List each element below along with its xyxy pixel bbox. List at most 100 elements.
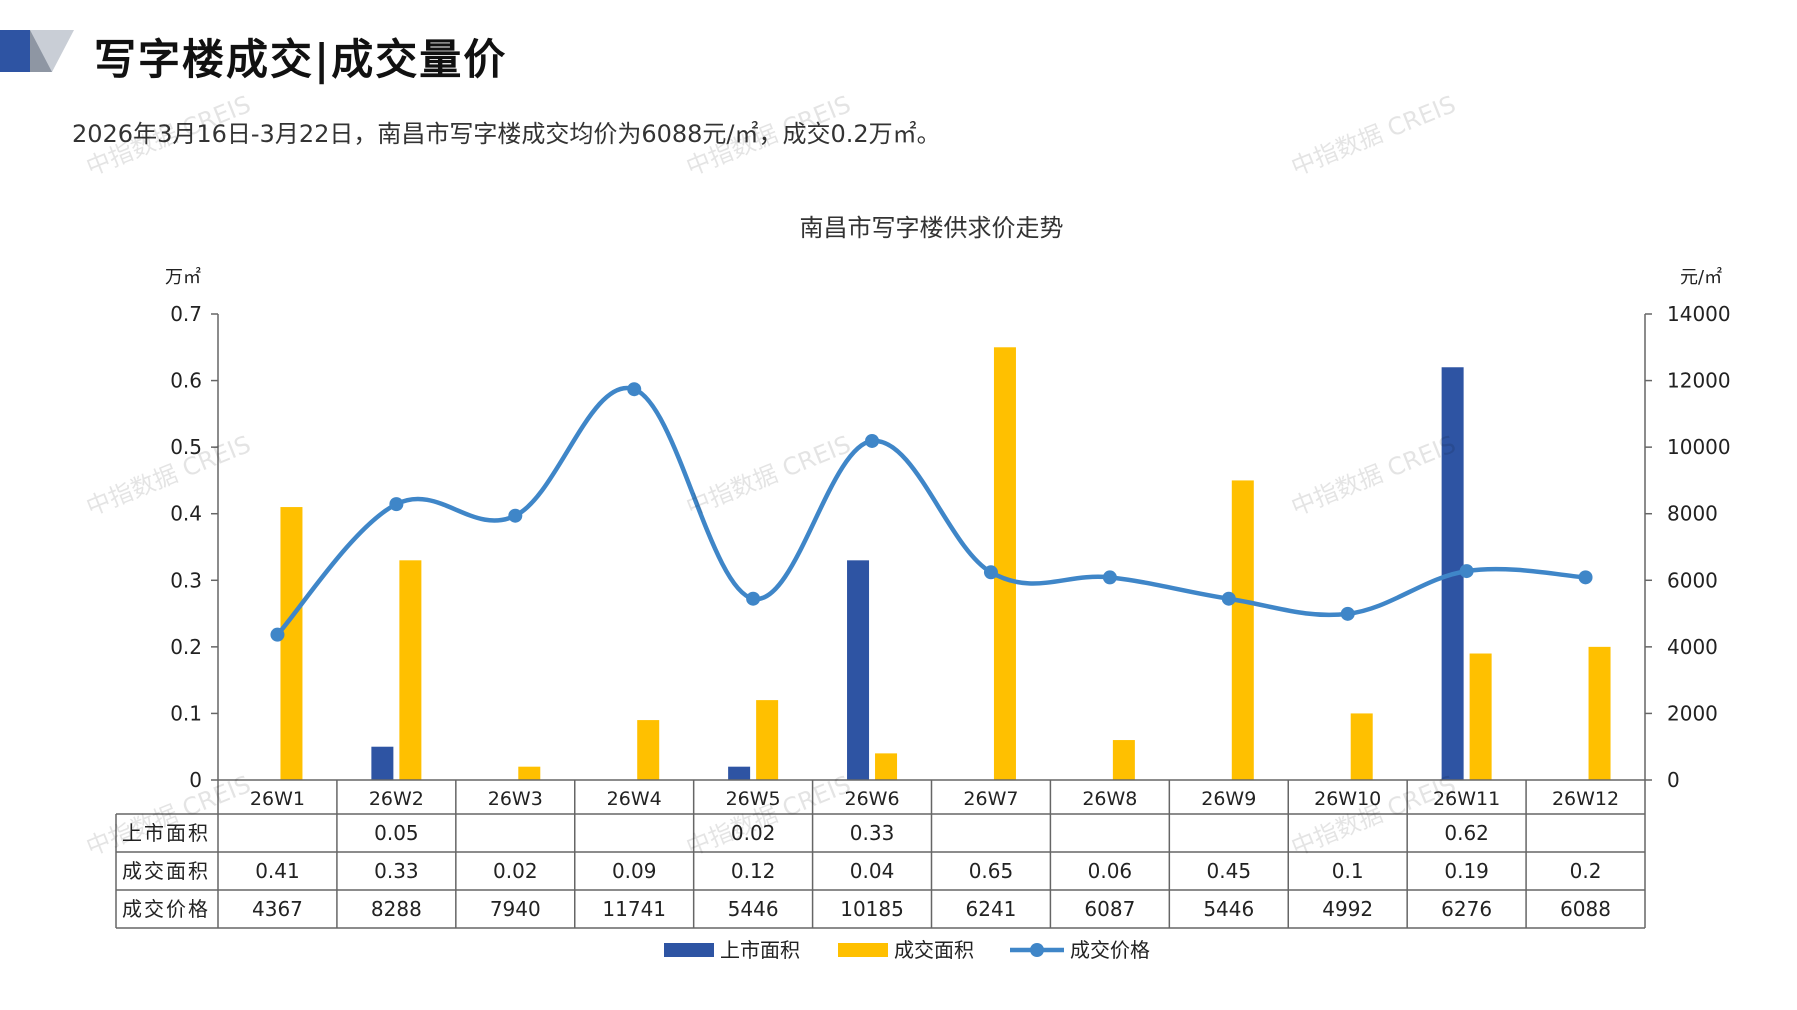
sold-area-bar <box>1350 713 1373 780</box>
table-data-label: 11741 <box>602 897 666 921</box>
sold-area-bar <box>875 753 898 780</box>
table-data-label: 0.06 <box>1088 859 1133 883</box>
listed-area-bar <box>728 766 751 780</box>
table-data-label: 5446 <box>728 897 779 921</box>
legend-label-price: 成交价格 <box>1070 938 1150 962</box>
legend-swatch-listed <box>664 943 714 957</box>
y-right-tick-label: 10000 <box>1667 435 1731 459</box>
listed-area-bar <box>847 560 870 780</box>
page-title: 写字楼成交|成交量价 <box>94 35 508 84</box>
price-line <box>275 385 1586 637</box>
table-data-label: 0.09 <box>612 859 657 883</box>
brand-logo-icon <box>0 30 74 72</box>
y-left-tick-label: 0.6 <box>170 369 202 393</box>
sold-area-bar <box>993 347 1016 780</box>
x-tick-label: 26W7 <box>963 788 1018 810</box>
listed-area-bar <box>371 746 394 780</box>
y-left-tick-label: 0.3 <box>170 568 202 592</box>
table-data-label: 0.65 <box>969 859 1014 883</box>
price-point <box>865 433 880 448</box>
x-tick-label: 26W5 <box>726 788 781 810</box>
price-point <box>1221 591 1236 606</box>
table-data-label: 0.04 <box>850 859 895 883</box>
y-right-tick-label: 12000 <box>1667 369 1731 393</box>
table-data-label: 5446 <box>1203 897 1254 921</box>
y-left-tick-label: 0 <box>189 768 202 792</box>
table-data-label: 4367 <box>252 897 303 921</box>
y-left-tick-label: 0.4 <box>170 502 202 526</box>
legend-swatch-sold <box>838 943 888 957</box>
x-tick-label: 26W1 <box>250 788 305 810</box>
y-left-axis-label: 万㎡ <box>165 266 201 288</box>
x-tick-label: 26W3 <box>488 788 543 810</box>
table-data-label: 0.62 <box>1444 821 1489 845</box>
x-tick-label: 26W6 <box>845 788 900 810</box>
x-tick-label: 26W8 <box>1082 788 1137 810</box>
y-right-tick-label: 4000 <box>1667 635 1718 659</box>
legend-swatch-price-marker <box>1030 943 1044 957</box>
table-series-name: 成交价格 <box>122 897 210 921</box>
price-point <box>746 591 761 606</box>
y-left-tick-label: 0.5 <box>170 435 202 459</box>
table-data-label: 0.45 <box>1207 859 1252 883</box>
y-right-tick-label: 6000 <box>1667 568 1718 592</box>
table-data-label: 0.2 <box>1570 859 1602 883</box>
table-data-label: 7940 <box>490 897 541 921</box>
y-right-tick-label: 14000 <box>1667 302 1731 326</box>
sold-area-bar <box>1469 653 1492 780</box>
legend-label-sold: 成交面积 <box>894 938 974 962</box>
sold-area-bar <box>1112 740 1135 780</box>
price-point <box>389 497 404 512</box>
price-point <box>983 565 998 580</box>
table-data-label: 0.41 <box>255 859 300 883</box>
sold-area-bar <box>756 700 779 780</box>
price-point <box>1459 564 1474 579</box>
x-tick-label: 26W11 <box>1433 788 1500 810</box>
table-data-label: 0.33 <box>850 821 895 845</box>
table-data-label: 6087 <box>1084 897 1135 921</box>
y-right-tick-label: 0 <box>1667 768 1680 792</box>
page-header: 写字楼成交|成交量价 <box>0 0 1797 110</box>
table-data-label: 6276 <box>1441 897 1492 921</box>
x-tick-label: 26W10 <box>1314 788 1381 810</box>
table-series-name: 上市面积 <box>122 821 210 845</box>
sold-area-bar <box>280 507 303 780</box>
page-subtitle: 2026年3月16日-3月22日，南昌市写字楼成交均价为6088元/㎡，成交0.… <box>72 120 941 148</box>
y-left-tick-label: 0.7 <box>170 302 202 326</box>
price-point <box>1578 570 1593 585</box>
y-right-tick-label: 2000 <box>1667 701 1718 725</box>
price-point <box>1102 570 1117 585</box>
table-data-label: 0.02 <box>493 859 538 883</box>
y-right-axis-label: 元/㎡ <box>1680 266 1722 288</box>
chart-title: 南昌市写字楼供求价走势 <box>800 214 1064 242</box>
table-data-label: 0.02 <box>731 821 776 845</box>
x-tick-label: 26W4 <box>607 788 662 810</box>
table-data-label: 0.05 <box>374 821 419 845</box>
sold-area-bar <box>399 560 422 780</box>
y-left-tick-label: 0.1 <box>170 701 202 725</box>
table-data-label: 8288 <box>371 897 422 921</box>
price-point <box>1340 606 1355 621</box>
y-right-tick-label: 8000 <box>1667 502 1718 526</box>
table-data-label: 6241 <box>966 897 1017 921</box>
table-data-label: 10185 <box>840 897 904 921</box>
sold-area-bar <box>1588 646 1611 780</box>
y-left-tick-label: 0.2 <box>170 635 202 659</box>
x-tick-label: 26W9 <box>1201 788 1256 810</box>
table-data-label: 0.19 <box>1444 859 1489 883</box>
x-tick-label: 26W2 <box>369 788 424 810</box>
table-data-label: 6088 <box>1560 897 1611 921</box>
table-data-label: 0.1 <box>1332 859 1364 883</box>
price-point <box>508 508 523 523</box>
table-data-label: 0.33 <box>374 859 419 883</box>
price-point <box>627 382 642 397</box>
sold-area-bar <box>518 766 541 780</box>
table-data-label: 4992 <box>1322 897 1373 921</box>
table-data-label: 0.12 <box>731 859 776 883</box>
legend-label-listed: 上市面积 <box>720 938 800 962</box>
table-series-name: 成交面积 <box>122 859 210 883</box>
price-point <box>270 627 285 642</box>
x-tick-label: 26W12 <box>1552 788 1619 810</box>
sold-area-bar <box>637 720 660 780</box>
